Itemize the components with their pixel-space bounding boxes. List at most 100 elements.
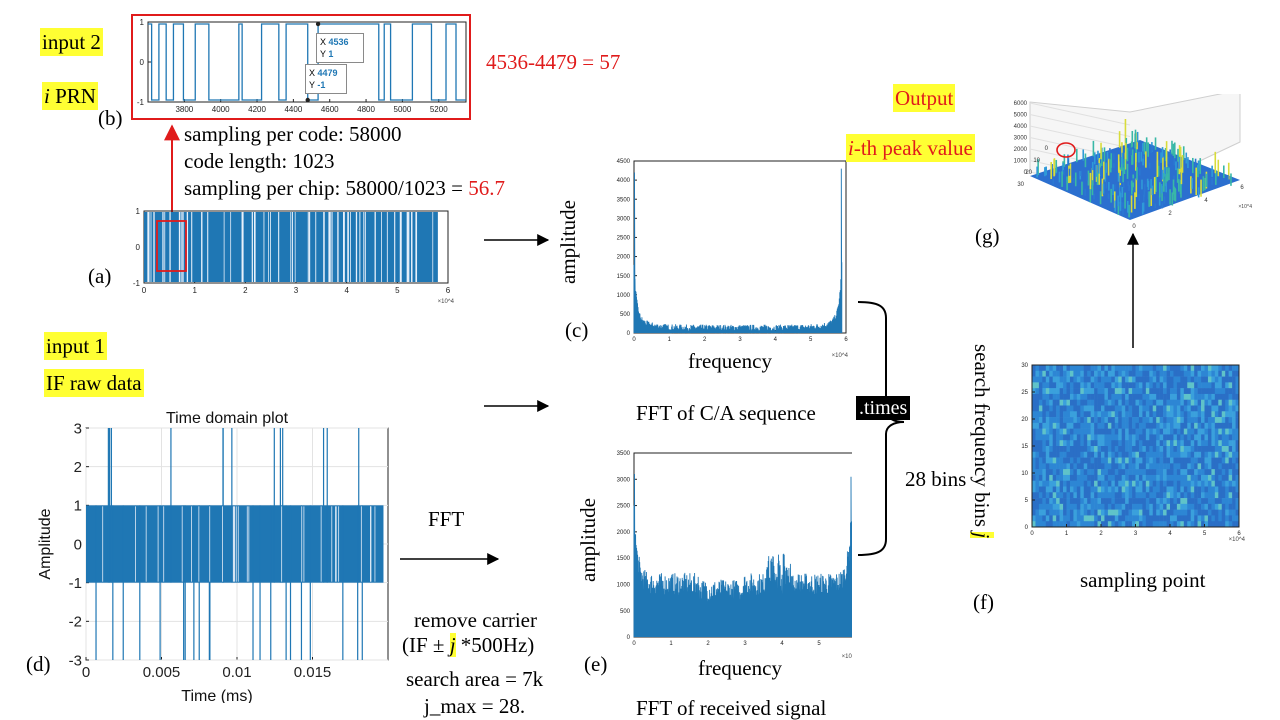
f-heat-cell — [1121, 457, 1126, 464]
f-heat-cell — [1080, 509, 1085, 516]
f-heat-cell — [1032, 365, 1036, 372]
f-heat-cell — [1035, 428, 1040, 435]
f-heat-cell — [1225, 428, 1229, 435]
f-heat-cell — [1225, 365, 1229, 372]
datatip-y-label: Y — [309, 80, 315, 90]
f-heat-cell — [1080, 440, 1085, 447]
f-heat-cell — [1107, 492, 1112, 499]
f-heat-cell — [1066, 509, 1071, 516]
e-xtick-label: 2 — [706, 641, 710, 647]
f-heat-cell — [1152, 492, 1157, 499]
f-heat-cell — [1235, 521, 1240, 528]
f-heat-cell — [1235, 515, 1240, 522]
f-heat-cell — [1135, 399, 1140, 406]
f-heat-cell — [1190, 515, 1195, 522]
f-heat-cell — [1173, 370, 1178, 377]
f-heat-cell — [1128, 463, 1133, 470]
d-ytick-label: -3 — [69, 652, 82, 669]
f-heat-cell — [1111, 365, 1116, 372]
f-heat-cell — [1163, 417, 1167, 424]
f-heat-cell — [1183, 515, 1188, 522]
f-heat-cell — [1207, 521, 1212, 528]
f-heat-cell — [1145, 382, 1150, 389]
f-heat-cell — [1118, 382, 1122, 389]
f-heat-cell — [1094, 440, 1098, 447]
f-heat-cell — [1083, 451, 1088, 458]
f-heat-cell — [1218, 422, 1223, 429]
f-heat-cell — [1187, 388, 1191, 395]
f-heat-cell — [1056, 480, 1060, 487]
f-heat-cell — [1097, 428, 1102, 435]
f-heat-cell — [1090, 405, 1095, 412]
f-heat-cell — [1166, 405, 1171, 412]
f-heat-cell — [1038, 428, 1043, 435]
f-heat-cell — [1066, 428, 1071, 435]
f-heat-cell — [1107, 422, 1112, 429]
f-heat-cell — [1197, 382, 1202, 389]
f-heat-cell — [1101, 492, 1105, 499]
f-heat-cell — [1225, 463, 1229, 470]
f-heat-cell — [1111, 382, 1116, 389]
f-heat-cell — [1101, 486, 1105, 493]
f-heat-cell — [1142, 463, 1147, 470]
f-heat-cell — [1145, 399, 1150, 406]
f-heat-cell — [1152, 405, 1157, 412]
bins-label: 28 bins — [905, 467, 967, 491]
f-heat-cell — [1204, 440, 1209, 447]
f-heat-cell — [1032, 382, 1036, 389]
f-heat-cell — [1159, 440, 1164, 447]
f-xtick-label: 2 — [1099, 531, 1103, 537]
f-heat-cell — [1170, 498, 1174, 505]
f-heat-cell — [1190, 509, 1195, 516]
f-ytick-label: 25 — [1021, 390, 1028, 396]
f-heat-cell — [1138, 417, 1143, 424]
f-heat-cell — [1045, 405, 1050, 412]
chart-c: 0 1 2 3 4 5 6050010001500200025003000350040004… — [617, 159, 849, 359]
f-heat-cell — [1211, 446, 1216, 453]
f-heat-cell — [1138, 498, 1143, 505]
f-heat-cell — [1190, 440, 1195, 447]
f-heat-cell — [1225, 388, 1229, 395]
f-heat-cell — [1149, 503, 1154, 510]
f-heat-cell — [1218, 393, 1223, 401]
f-heat-cell — [1059, 393, 1064, 401]
f-heat-cell — [1194, 457, 1198, 464]
f-heat-cell — [1159, 492, 1164, 499]
f-heat-cell — [1225, 382, 1229, 389]
f-xlabel: sampling point — [1080, 568, 1206, 592]
f-heat-cell — [1107, 428, 1112, 435]
f-heat-cell — [1225, 480, 1229, 487]
f-heat-cell — [1107, 474, 1112, 482]
f-heat-cell — [1056, 469, 1060, 476]
f-heat-cell — [1042, 486, 1047, 493]
f-heat-cell — [1197, 480, 1202, 487]
f-heat-cell — [1042, 492, 1047, 499]
f-heat-cell — [1049, 492, 1053, 499]
f-heat-cell — [1221, 417, 1226, 424]
f-heat-cell — [1180, 417, 1185, 424]
f-heat-cell — [1183, 411, 1188, 418]
f-heat-cell — [1107, 440, 1112, 447]
f-heat-cell — [1149, 480, 1154, 487]
f-heat-cell — [1163, 509, 1167, 516]
f-heat-cell — [1180, 370, 1185, 377]
f-heat-cell — [1190, 365, 1195, 372]
f-heat-cell — [1132, 492, 1136, 499]
f-heat-cell — [1063, 446, 1067, 453]
f-heat-cell — [1042, 422, 1047, 429]
f-heat-cell — [1042, 515, 1047, 522]
f-heat-cell — [1125, 393, 1129, 401]
f-ytick-label: 30 — [1021, 363, 1028, 369]
f-heat-cell — [1045, 365, 1050, 372]
f-heat-cell — [1228, 486, 1233, 493]
f-heat-cell — [1218, 434, 1223, 441]
f-heat-cell — [1201, 388, 1205, 395]
f-heat-cell — [1183, 440, 1188, 447]
b-xtick-label: 4200 — [248, 105, 266, 114]
f-heat-cell — [1163, 486, 1167, 493]
f-heat-cell — [1176, 486, 1181, 493]
j-max: j_max = 28. — [424, 694, 526, 718]
f-heat-cell — [1128, 365, 1133, 372]
f-heat-cell — [1090, 428, 1095, 435]
f-heat-cell — [1159, 405, 1164, 412]
